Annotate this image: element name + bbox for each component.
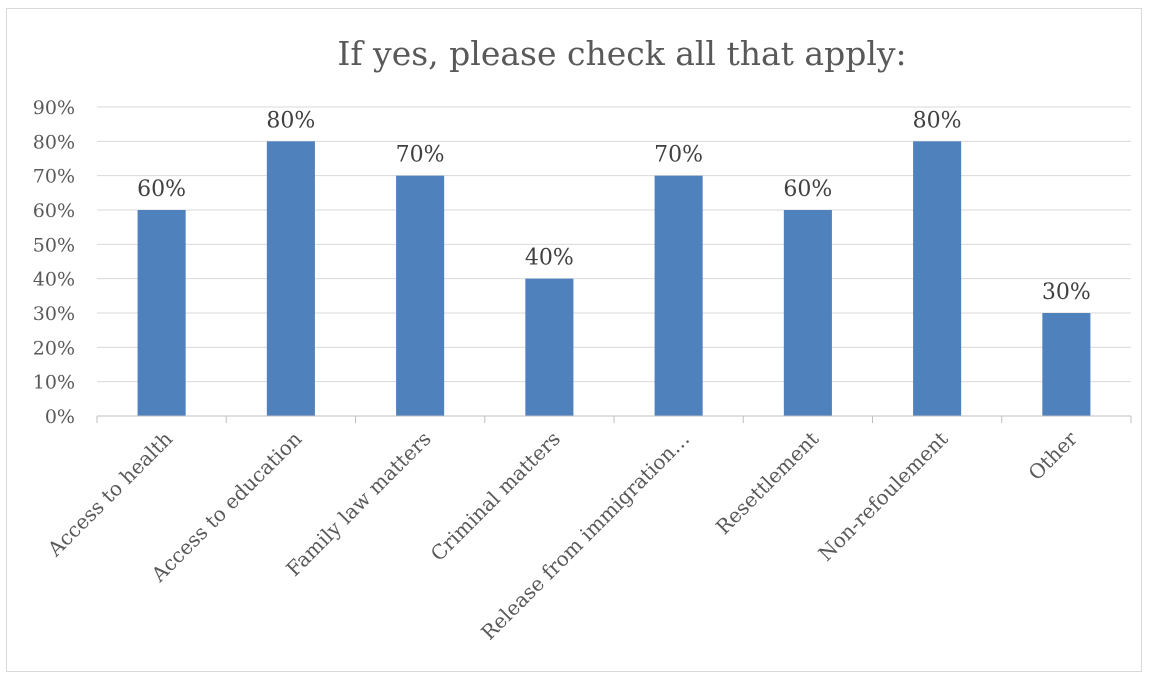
data-label: 80%: [266, 108, 315, 133]
y-axis-ticks: 0% 10% 20% 30% 40% 50% 60% 70% 80% 90%: [33, 97, 75, 428]
x-tick-label: Other: [1023, 426, 1082, 485]
y-tick-label: 70%: [33, 166, 75, 188]
data-label: 40%: [525, 246, 574, 271]
x-tick-label: Non-refoulement: [813, 427, 952, 566]
x-tick-label: Access to health: [42, 426, 177, 561]
chart-title: If yes, please check all that apply:: [337, 34, 906, 73]
bar: [783, 210, 832, 416]
y-tick-label: 90%: [33, 97, 75, 119]
bar: [137, 210, 186, 416]
y-tick-label: 40%: [33, 269, 75, 291]
bar: [913, 141, 962, 417]
y-tick-label: 60%: [33, 200, 75, 222]
bar-chart: If yes, please check all that apply: 0% 1…: [33, 34, 1132, 644]
bar: [396, 175, 445, 416]
bar: [266, 141, 315, 417]
y-tick-label: 80%: [33, 131, 75, 153]
data-label: 70%: [396, 143, 445, 168]
bar: [654, 175, 703, 416]
x-tick-label: Resettlement: [711, 427, 823, 539]
y-tick-label: 30%: [33, 303, 75, 325]
data-label: 70%: [654, 143, 703, 168]
y-tick-label: 0%: [45, 406, 75, 428]
bar: [525, 278, 574, 416]
bar: [1042, 313, 1091, 416]
bars: [137, 141, 1091, 417]
x-tick-label: Release from immigration…: [476, 427, 694, 645]
x-axis: [96, 415, 1132, 423]
chart-frame: If yes, please check all that apply: 0% 1…: [6, 8, 1142, 672]
gridlines: [97, 106, 1131, 383]
data-label: 60%: [137, 177, 186, 202]
x-tick-label: Criminal matters: [426, 427, 565, 566]
data-label: 30%: [1042, 280, 1091, 305]
x-tick-label: Family law matters: [281, 427, 435, 581]
y-tick-label: 10%: [33, 372, 75, 394]
y-tick-label: 20%: [33, 337, 75, 359]
data-label: 60%: [783, 177, 832, 202]
data-labels: 60% 80% 70% 40% 70% 60% 80% 30%: [137, 108, 1091, 305]
y-tick-label: 50%: [33, 234, 75, 256]
data-label: 80%: [913, 108, 962, 133]
